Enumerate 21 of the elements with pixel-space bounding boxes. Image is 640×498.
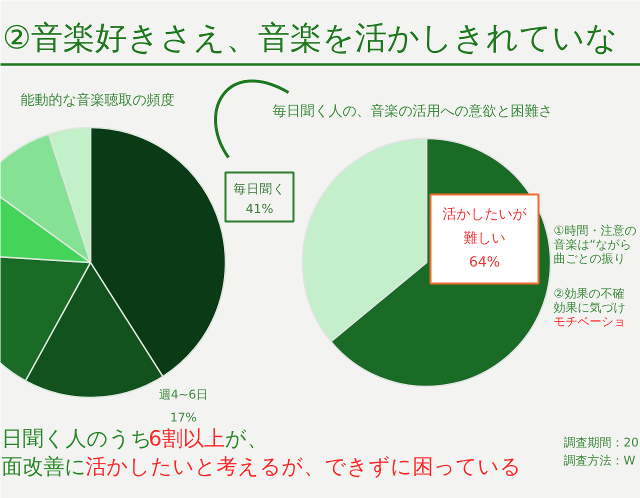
text: 面改善に bbox=[2, 454, 86, 478]
text: が、 bbox=[224, 426, 268, 450]
text: 効果に気づけ bbox=[554, 300, 626, 314]
data-label: 64% bbox=[468, 254, 500, 270]
chart-subtitle: 能動的な音楽聴取の頻度 bbox=[20, 92, 174, 108]
chart-title: 毎日聞く人の、音楽の活用への意欲と困難さ bbox=[272, 104, 552, 120]
slice-label: 活かしたいが難しい bbox=[442, 206, 528, 246]
text: 音楽は“ながら bbox=[554, 238, 632, 252]
text: 曲ごとの振り bbox=[554, 252, 626, 266]
text: ②効果の不確 bbox=[554, 286, 624, 300]
text: ①時間・注意の bbox=[554, 224, 636, 238]
text: 調査期間：20 bbox=[564, 436, 639, 450]
chart-title: ②音楽好きさえ、音楽を活かしきれていな bbox=[2, 18, 618, 56]
data-label: 17% bbox=[170, 410, 197, 424]
slice-label: 毎日聞く bbox=[234, 181, 286, 196]
data-label: 41% bbox=[246, 201, 274, 216]
slice-label: 週4~6日 bbox=[158, 388, 208, 402]
text: 活かしたいと考えるが、できずに困っている bbox=[86, 454, 522, 478]
text: モチベーショ bbox=[554, 314, 626, 328]
text: 6割以上 bbox=[148, 426, 225, 450]
text: 調査方法：W bbox=[564, 454, 636, 468]
